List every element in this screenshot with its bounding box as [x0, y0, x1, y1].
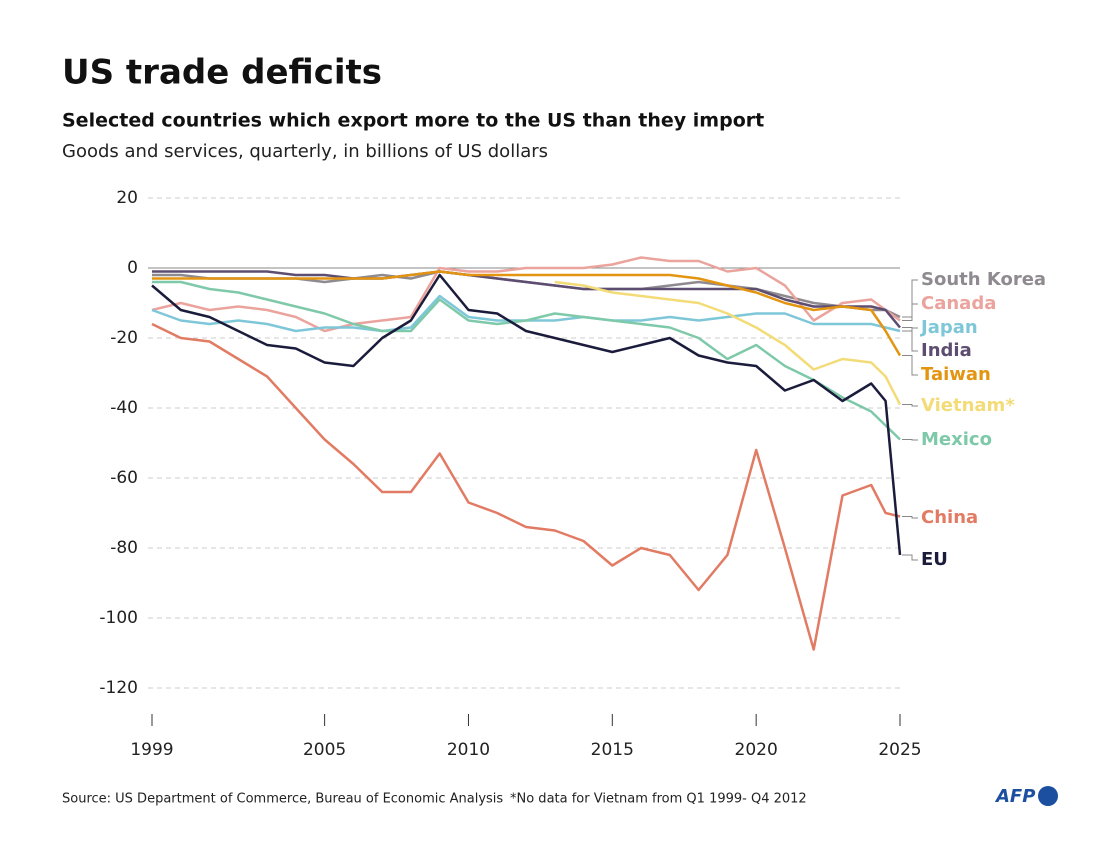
y-tick-label: -100 [99, 608, 138, 628]
series-line [152, 270, 901, 329]
series-line [151, 322, 901, 651]
label-leader [902, 327, 918, 332]
y-tick-label: -40 [110, 398, 138, 418]
label-leader [902, 327, 918, 352]
legend-label: Vietnam* [921, 395, 1015, 416]
x-tick-label: 2015 [591, 740, 634, 760]
plot: 20 0 -20 -40 -60 -80 -100 -120 1999 2005 2010 2015 2… [99, 188, 1046, 760]
y-tick-label: -80 [110, 538, 138, 558]
label-leader [902, 439, 918, 441]
label-leader [902, 404, 918, 407]
y-tick-label: 20 [116, 188, 138, 208]
x-tick-label: 2020 [735, 740, 778, 760]
series-line [151, 294, 901, 333]
x-tick-label: 2005 [303, 740, 346, 760]
legend-label: EU [921, 549, 948, 570]
footnote: *No data for Vietnam from Q1 1999- Q4 20… [510, 792, 807, 807]
legend-label: Taiwan [921, 364, 991, 385]
legend-label: Mexico [921, 429, 992, 450]
x-tick-label: 2025 [878, 740, 921, 760]
logo-dot [1038, 786, 1058, 806]
legend-label: South Korea [921, 269, 1046, 290]
series-line [152, 270, 902, 357]
title: US trade deficits [62, 53, 382, 93]
legend-label: China [921, 507, 978, 528]
source: Source: US Department of Commerce, Burea… [62, 792, 503, 807]
legend-label: Canada [921, 293, 996, 314]
y-tick-label: -20 [110, 328, 138, 348]
logo: AFP [994, 786, 1035, 807]
series-line [151, 273, 902, 556]
legend-label: Japan [919, 317, 978, 338]
y-tick-label: -60 [110, 468, 138, 488]
y-tick-label: -120 [99, 678, 138, 698]
label-leader [902, 279, 918, 318]
subtitle: Selected countries which export more to … [62, 110, 764, 132]
series-line [554, 280, 902, 406]
note: Goods and services, quarterly, in billio… [62, 141, 548, 162]
x-tick-label: 1999 [130, 740, 173, 760]
series-line [152, 280, 901, 441]
y-tick-label: 0 [127, 258, 138, 278]
label-leader [902, 554, 918, 561]
x-tick-label: 2010 [447, 740, 490, 760]
label-leader [902, 303, 918, 321]
label-leader [902, 355, 918, 376]
label-leader [902, 516, 918, 519]
legend-label: India [921, 340, 972, 361]
